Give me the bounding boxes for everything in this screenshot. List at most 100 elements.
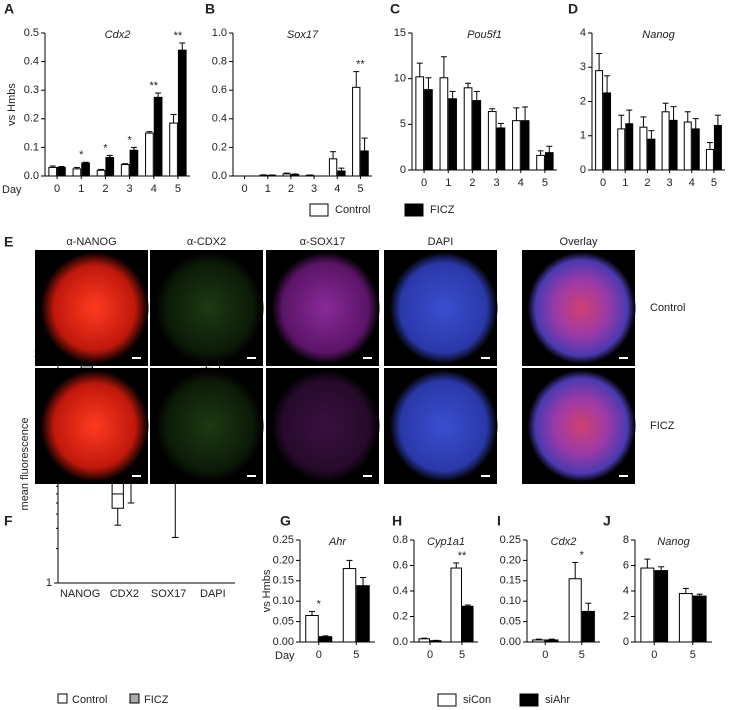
y-tick-label: 2 [623, 610, 629, 622]
x-tick-label: 1 [622, 177, 628, 189]
panel-letter: H [392, 513, 402, 529]
x-tick-label: 4 [334, 183, 340, 195]
bar [705, 148, 714, 171]
y-tick-label: 0.4 [393, 585, 408, 597]
bar [72, 168, 82, 177]
y-axis-label: vs Hmbs [6, 83, 18, 126]
bar [57, 166, 66, 177]
y-tick-label: 0.05 [273, 616, 294, 628]
x-tick-label: 5 [542, 177, 548, 189]
significance: * [317, 598, 322, 610]
x-tick-label: 0 [316, 649, 322, 661]
x-tick-label: 5 [711, 177, 717, 189]
y-tick-label: 0 [580, 164, 586, 176]
y-tick-label: 1.0 [212, 27, 227, 39]
y-tick-label: 0.15 [273, 575, 294, 587]
chart-title: Cyp1a1 [427, 536, 465, 548]
bar [595, 70, 604, 171]
bar [496, 127, 506, 171]
bar [352, 86, 361, 177]
bar [683, 121, 692, 171]
y-tick-label: 0.00 [273, 636, 294, 648]
x-tick-label: 4 [518, 177, 524, 189]
colony [40, 370, 149, 482]
y-tick-label: 0.2 [24, 113, 39, 125]
x-tick-label: 0 [542, 649, 548, 661]
bar [415, 76, 425, 171]
bar [691, 128, 700, 171]
colony [271, 252, 380, 364]
bar [639, 126, 648, 171]
bar [448, 98, 457, 171]
bar [512, 120, 521, 171]
y-axis-label: vs Hmbs [261, 569, 273, 612]
bar [129, 149, 139, 177]
y-tick-label: 4 [623, 585, 629, 597]
y-tick-label: 2 [580, 95, 586, 107]
bar [625, 123, 634, 171]
x-tick-label: 0 [600, 177, 606, 189]
y-tick-label: 0.6 [393, 559, 408, 571]
x-tick-label: 4 [689, 177, 695, 189]
image-column-label: α-CDX2 [187, 236, 226, 248]
bar [463, 87, 473, 171]
y-tick-label: 1 [580, 130, 586, 142]
y-tick-label: 5 [400, 118, 406, 130]
bar [153, 96, 163, 177]
y-tick-label: 0.8 [212, 56, 227, 68]
x-axis-label: Day [2, 184, 22, 196]
y-tick-label: 0 [623, 636, 629, 648]
bar [661, 111, 670, 171]
bar [169, 122, 178, 177]
colony [389, 252, 498, 364]
y-tick-label: 0.3 [24, 84, 39, 96]
bar [418, 638, 431, 643]
bar [472, 100, 482, 171]
y-axis-label: mean fluorescence [19, 418, 31, 511]
x-tick-label: 5 [357, 183, 363, 195]
chart-title: Ahr [328, 536, 347, 548]
image-column-label: α-SOX17 [300, 236, 346, 248]
image-column-label: α-NANOG [66, 236, 116, 248]
y-tick-label: 0.20 [273, 554, 294, 566]
significance: ** [149, 80, 158, 92]
bar [282, 173, 291, 177]
x-tick-label: 2 [102, 183, 108, 195]
y-tick-label: 4 [580, 27, 586, 39]
x-tick-label: 0 [651, 649, 657, 661]
bar [692, 595, 707, 643]
x-tick-label: 2 [469, 177, 475, 189]
bar [259, 174, 268, 177]
x-tick-label: SOX17 [151, 588, 186, 600]
bar [360, 150, 369, 177]
x-tick-label: 5 [690, 649, 696, 661]
legend-swatch [437, 693, 457, 707]
x-tick-label: 0 [54, 183, 60, 195]
bar [424, 89, 433, 171]
y-tick-label: 0.25 [273, 534, 294, 546]
y-tick-label: 3 [580, 61, 586, 73]
image-column-label: Overlay [560, 236, 598, 248]
significance: * [103, 142, 108, 154]
bar [462, 605, 474, 643]
y-tick-label: 0.2 [212, 141, 227, 153]
x-tick-label: 5 [459, 649, 465, 661]
x-tick-label: 1 [445, 177, 451, 189]
bar [120, 164, 130, 177]
bar [640, 567, 655, 643]
bar [342, 568, 357, 643]
significance: ** [458, 550, 467, 562]
panel-letter: B [205, 1, 215, 17]
legend-swatch [129, 693, 140, 704]
x-tick-label: 5 [579, 649, 585, 661]
legend-swatch [404, 203, 424, 217]
colony [527, 252, 636, 364]
x-tick-label: NANOG [60, 588, 100, 600]
bar [487, 111, 497, 171]
y-tick-label: 0.10 [273, 595, 294, 607]
x-tick-label: 1 [265, 183, 271, 195]
significance: ** [174, 30, 183, 42]
panel-letter: A [4, 1, 14, 17]
bar [337, 170, 346, 177]
x-tick-label: 2 [288, 183, 294, 195]
